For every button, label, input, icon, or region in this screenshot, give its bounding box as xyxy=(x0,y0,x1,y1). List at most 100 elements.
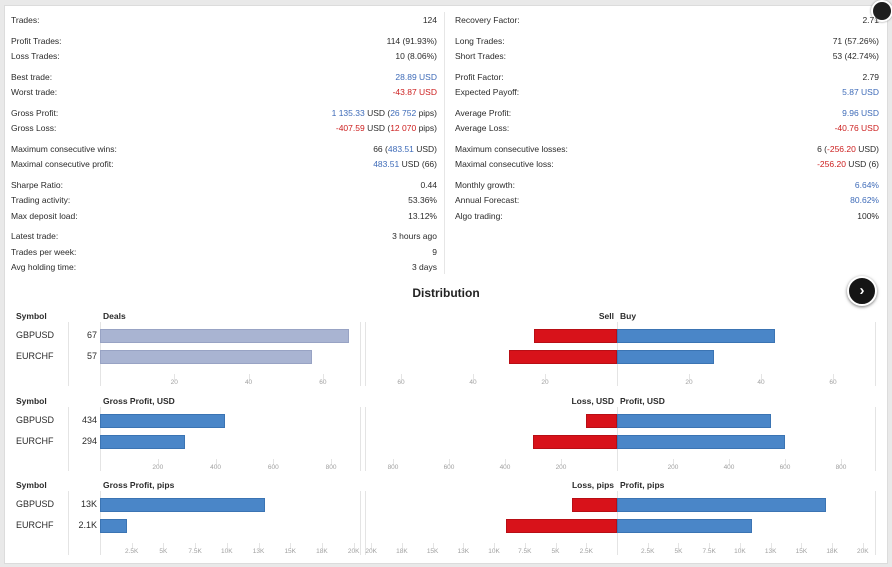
stat-value: -43.87 USD xyxy=(392,87,437,97)
symbol-label: EURCHF xyxy=(16,520,54,530)
grid-line xyxy=(258,543,260,549)
x-tick-label: 400 xyxy=(210,464,221,471)
stat-row: Maximum consecutive wins: 66 (483.51 USD) xyxy=(11,142,437,158)
grid-line xyxy=(875,491,876,555)
x-tick-label: 18K xyxy=(826,548,838,555)
stat-value-part: -256.20 xyxy=(817,159,846,169)
left-bar[interactable] xyxy=(100,414,226,428)
positive-bar[interactable] xyxy=(617,329,776,343)
stat-label: Short Trades: xyxy=(455,51,507,61)
stat-value: 483.51 USD (66) xyxy=(373,157,437,173)
stat-value-part: USD) xyxy=(413,143,437,154)
grid-line xyxy=(365,491,366,555)
grid-line xyxy=(555,543,557,549)
positive-bar[interactable] xyxy=(617,498,826,512)
stat-row: Loss Trades: 10 (8.06%) xyxy=(11,49,437,65)
stat-row: Trades: 124 xyxy=(11,13,437,29)
grid-line xyxy=(273,459,275,465)
x-tick-label: 15K xyxy=(426,548,439,555)
x-tick-label: 40 xyxy=(469,379,477,386)
stat-label: Maximum consecutive wins: xyxy=(11,143,117,154)
x-tick-label: 200 xyxy=(152,464,164,471)
x-tick-label: 20 xyxy=(170,379,178,386)
grid-line xyxy=(673,459,674,465)
stat-row: Avg holding time: 3 days xyxy=(11,260,437,276)
negative-bar[interactable] xyxy=(586,414,617,428)
stat-row: Average Profit: 9.96 USD xyxy=(455,106,879,122)
bar-value-label: 57 xyxy=(86,351,97,361)
left-bar[interactable] xyxy=(100,498,265,512)
stat-value-part: USD ( xyxy=(364,123,391,133)
x-tick-label: 5K xyxy=(674,548,683,555)
grid-line xyxy=(174,374,176,380)
stat-row: Best trade: 28.89 USD xyxy=(11,70,437,86)
negative-bar[interactable] xyxy=(571,498,617,512)
stat-row: Maximum consecutive losses: 6 (-256.20 US… xyxy=(455,142,879,158)
stat-label: Loss Trades: xyxy=(11,51,60,61)
x-tick-label: 15K xyxy=(284,548,297,555)
stat-value-part: 66 ( xyxy=(373,143,388,154)
symbol-label: EURCHF xyxy=(16,351,54,361)
x-tick-label: 2.5K xyxy=(641,548,655,555)
x-tick-label: 40 xyxy=(757,379,765,386)
left-bar[interactable] xyxy=(100,350,312,364)
stat-label: Sharpe Ratio: xyxy=(11,179,63,190)
grid-line xyxy=(785,459,786,465)
stat-value-part: 483.51 xyxy=(387,143,414,154)
stat-row: Short Trades: 53 (42.74%) xyxy=(455,49,879,65)
next-arrow-icon[interactable]: › xyxy=(847,276,877,306)
stat-value: 53.36% xyxy=(408,195,437,205)
stat-row: Expected Payoff: 5.87 USD xyxy=(455,85,879,101)
stat-row: Sharpe Ratio: 0.44 xyxy=(11,178,437,194)
positive-bar[interactable] xyxy=(617,519,753,533)
grid-line xyxy=(321,543,323,549)
stat-value: 66 (483.51 USD) xyxy=(373,142,437,158)
grid-line xyxy=(157,459,159,465)
stat-value: 100% xyxy=(857,210,879,221)
negative-header: Loss, USD xyxy=(571,396,614,406)
stat-label: Avg holding time: xyxy=(11,262,77,272)
grid-line xyxy=(449,459,450,465)
stat-value: 124 xyxy=(422,15,437,25)
grid-line xyxy=(432,543,434,549)
grid-line xyxy=(226,543,228,549)
stat-value: 80.62% xyxy=(850,195,879,205)
positive-header: Buy xyxy=(620,311,637,321)
left-bar[interactable] xyxy=(100,329,349,343)
left-bar[interactable] xyxy=(100,519,127,533)
negative-bar[interactable] xyxy=(534,329,617,343)
x-tick-label: 20K xyxy=(365,548,377,555)
stat-label: Average Loss: xyxy=(455,123,510,133)
negative-bar[interactable] xyxy=(509,350,617,364)
symbol-header: Symbol xyxy=(16,396,47,406)
x-tick-label: 60 xyxy=(397,379,405,386)
positive-bar[interactable] xyxy=(617,350,715,364)
x-tick-label: 800 xyxy=(835,464,847,471)
left-bar[interactable] xyxy=(100,435,185,449)
stat-row: Algo trading: 100% xyxy=(455,209,879,225)
stat-value: 28.89 USD xyxy=(395,71,437,82)
negative-bar[interactable] xyxy=(506,519,617,533)
grid-line xyxy=(841,459,842,465)
x-tick-label: 20 xyxy=(541,379,549,386)
negative-bar[interactable] xyxy=(533,435,617,449)
grid-line xyxy=(215,459,217,465)
x-tick-label: 18K xyxy=(396,548,408,555)
grid-line xyxy=(290,543,292,549)
grid-line xyxy=(586,543,588,549)
stat-value: 9.96 USD xyxy=(842,107,879,118)
distribution-chart: Symbol Deals Sell Buy 20 40 60 60 40 20 20 40 60 GBPU… xyxy=(5,306,887,386)
negative-header: Loss, pips xyxy=(571,480,614,490)
x-tick-label: 7.5K xyxy=(518,548,532,555)
left-chart-header: Deals xyxy=(103,311,126,321)
bar-value-label: 2.1K xyxy=(78,520,97,530)
symbol-label: GBPUSD xyxy=(16,415,55,425)
stat-value: 6.64% xyxy=(854,179,879,190)
grid-line xyxy=(561,459,562,465)
x-tick-label: 600 xyxy=(267,464,279,471)
stat-label: Recovery Factor: xyxy=(455,15,520,25)
positive-bar[interactable] xyxy=(617,414,771,428)
positive-bar[interactable] xyxy=(617,435,785,449)
stat-value: 71 (57.26%) xyxy=(832,35,879,46)
stat-value-part: USD (6) xyxy=(845,159,879,169)
